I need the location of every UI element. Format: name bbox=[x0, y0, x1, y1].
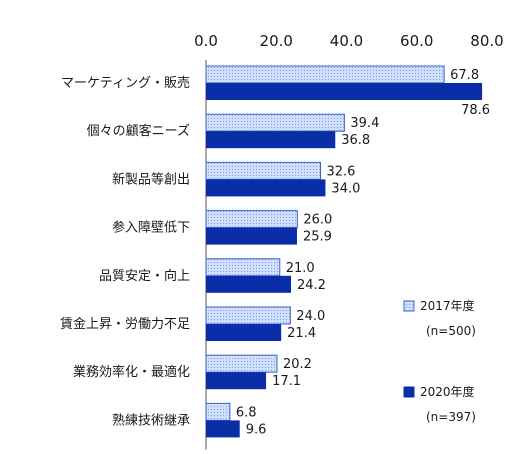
data-label-2020-4: 24.2 bbox=[297, 278, 326, 293]
category-label-1: 個々の顧客ニーズ bbox=[87, 123, 190, 139]
bar-2020-1 bbox=[206, 131, 336, 149]
bar-2020-0 bbox=[206, 83, 483, 100]
bars bbox=[205, 65, 483, 438]
x-tick-label-2: 40.0 bbox=[330, 32, 363, 50]
x-tick-label-1: 20.0 bbox=[260, 32, 293, 50]
data-label-2017-4: 21.0 bbox=[286, 261, 315, 276]
data-label-2020-3: 25.9 bbox=[303, 230, 332, 245]
x-tick-label-3: 60.0 bbox=[400, 32, 433, 50]
legend-swatch-2017 bbox=[403, 300, 415, 312]
legend-note-2020: (n=397) bbox=[426, 410, 476, 424]
bar-2020-4 bbox=[206, 275, 292, 293]
data-labels: 67.8 78.6 39.4 36.8 32.6 34.0 26.0 25.9 21.0 24.2… bbox=[236, 68, 490, 437]
bar-2020-3 bbox=[206, 227, 297, 245]
bar-2017-2 bbox=[205, 161, 322, 180]
category-label-0: マーケティング・販売 bbox=[61, 75, 190, 91]
bar-2020-2 bbox=[206, 179, 326, 197]
bar-2017-4 bbox=[205, 258, 281, 277]
category-labels: マーケティング・販売個々の顧客ニーズ新製品等創出参入障壁低下品質安定・向上賃金上… bbox=[60, 75, 190, 428]
category-label-6: 業務効率化・最適化 bbox=[73, 364, 190, 380]
bar-2020-7 bbox=[206, 420, 240, 438]
legend-label-2017: 2017年度 bbox=[420, 298, 475, 313]
data-label-2017-6: 20.2 bbox=[283, 357, 312, 372]
bar-2017-7 bbox=[205, 402, 231, 421]
legend-label-2020: 2020年度 bbox=[420, 384, 475, 399]
bar-2017-6 bbox=[205, 354, 278, 373]
legend: 2017年度 (n=500) 2020年度 (n=397) bbox=[403, 298, 476, 424]
data-label-2017-2: 32.6 bbox=[327, 164, 356, 179]
data-label-2017-1: 39.4 bbox=[350, 116, 379, 131]
category-label-4: 品質安定・向上 bbox=[99, 268, 190, 284]
legend-swatch-2020 bbox=[403, 386, 415, 398]
data-label-2020-7: 9.6 bbox=[246, 422, 267, 437]
data-label-2017-5: 24.0 bbox=[296, 309, 325, 324]
data-label-2017-7: 6.8 bbox=[236, 405, 257, 420]
data-label-2020-2: 34.0 bbox=[331, 181, 360, 196]
category-label-2: 新製品等創出 bbox=[112, 171, 190, 187]
data-label-2017-3: 26.0 bbox=[303, 213, 332, 228]
bar-2020-5 bbox=[206, 324, 282, 341]
x-tick-label-0: 0.0 bbox=[194, 32, 218, 50]
category-label-3: 参入障壁低下 bbox=[112, 220, 190, 236]
data-label-2020-6: 17.1 bbox=[272, 374, 301, 389]
bar-2017-5 bbox=[205, 306, 291, 325]
bar-2017-3 bbox=[205, 210, 298, 229]
data-label-2020-1: 36.8 bbox=[341, 133, 370, 148]
legend-note-2017: (n=500) bbox=[426, 324, 476, 338]
category-label-7: 熟練技術継承 bbox=[112, 412, 190, 428]
data-label-2020-0: 78.6 bbox=[461, 103, 490, 118]
bar-2020-6 bbox=[206, 372, 267, 390]
data-label-2020-5: 21.4 bbox=[287, 326, 316, 341]
bar-2017-1 bbox=[205, 113, 345, 132]
category-label-5: 賃金上昇・労働力不足 bbox=[60, 316, 190, 332]
bar-2017-0 bbox=[205, 65, 445, 84]
data-label-2017-0: 67.8 bbox=[450, 68, 479, 83]
x-tick-label-4: 80.0 bbox=[470, 32, 503, 50]
